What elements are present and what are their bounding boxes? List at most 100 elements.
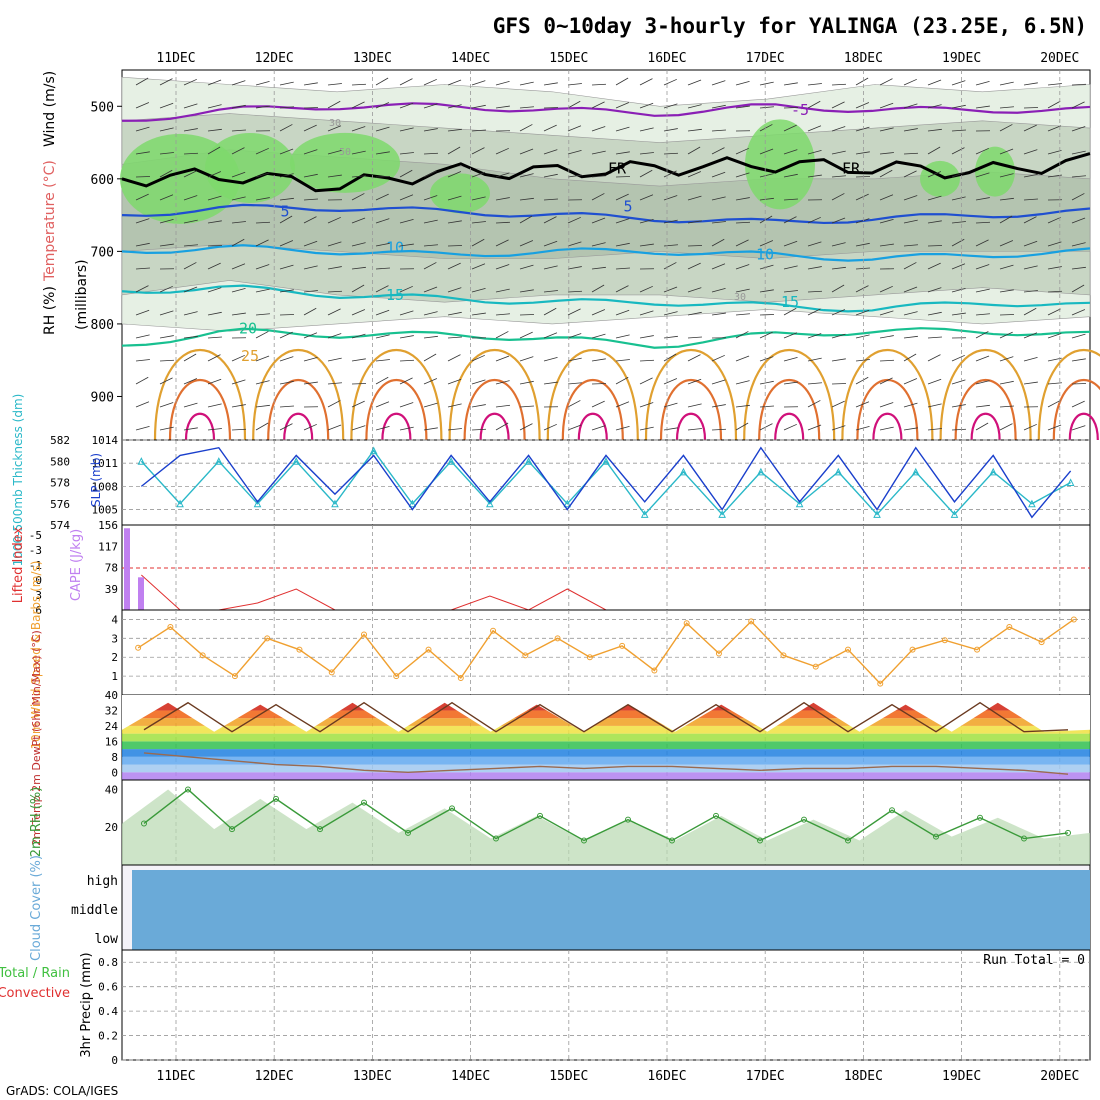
upper-wind-barb	[1023, 356, 1038, 362]
pressure-tick-label: 700	[91, 245, 114, 260]
pressure-tick-label: 900	[91, 390, 114, 405]
upper-wind-barb	[207, 287, 222, 293]
upper-wind-barb	[207, 146, 221, 155]
upper-wind-barb	[687, 146, 701, 155]
upper-wind-barb	[1047, 333, 1062, 339]
upper-wind-barb	[639, 78, 653, 86]
rh2m-series-marker	[625, 816, 631, 823]
rh2m-series-marker	[977, 814, 983, 821]
upper-wind-barb	[615, 242, 630, 247]
upper-wind-barb	[567, 333, 582, 339]
upper-wind-barb	[807, 266, 822, 270]
rh2m-series-line	[143, 788, 1069, 842]
upper-wind-barb	[495, 172, 510, 178]
rh2m-ylabel: 2m RH (%)	[29, 787, 44, 858]
upper-wind-barb	[255, 422, 269, 431]
contour-label-5: 10	[386, 239, 404, 257]
rh2m-series-marker	[229, 826, 235, 833]
upper-wind-barb	[279, 148, 294, 155]
upper-wind-barb	[687, 104, 702, 109]
surface-isotherm-arch-9-1	[1052, 379, 1100, 441]
upper-wind-barb	[927, 378, 942, 385]
cape-tick-label: 117	[98, 540, 118, 553]
upper-wind-barb	[855, 77, 869, 86]
upper-wind-barb	[519, 356, 534, 362]
rh2m-area	[122, 789, 1090, 865]
upper-wind-barb	[615, 425, 630, 431]
thickness-tick-label: 580	[50, 455, 70, 468]
upper-wind-barb	[615, 193, 629, 201]
upper-wind-barb	[1047, 382, 1062, 385]
upper-wind-barb	[855, 309, 870, 316]
upper-wind-barb	[207, 428, 222, 431]
upper-wind-barb	[135, 401, 150, 408]
upper-wind-barb	[783, 356, 798, 362]
upper-wind-barb	[975, 80, 990, 86]
upper-wind-barb	[903, 402, 918, 408]
upper-wind-barb	[831, 126, 846, 132]
upper-wind-barb	[543, 82, 558, 86]
surface-isotherm-arch-3-2	[479, 412, 510, 441]
upper-wind-barb	[591, 400, 605, 408]
upper-wind-barb	[423, 402, 438, 408]
upper-wind-barb	[1071, 242, 1086, 247]
thickness-series-marker	[1028, 499, 1036, 508]
upper-wind-barb	[207, 195, 222, 201]
bottom-day-label: 11DEC	[156, 1069, 195, 1084]
upper-wind-barb	[471, 147, 485, 155]
surface-isotherm-arch-4-0	[546, 349, 639, 441]
upper-wind-barb	[183, 335, 198, 339]
upper-wind-barb	[567, 174, 582, 178]
upper-wind-barb	[567, 308, 581, 316]
contour-label-8: 15	[781, 293, 799, 311]
upper-wind-barb	[159, 426, 174, 431]
upper-wind-barb	[351, 333, 366, 339]
lifted-tick-label: 0	[35, 574, 42, 587]
upper-wind-barb	[615, 151, 630, 155]
upper-wind-barb	[927, 171, 942, 178]
top-day-label: 17DEC	[746, 51, 785, 66]
grads-footer: GrADS: COLA/IGES	[6, 1084, 118, 1098]
upper-wind-barb	[1071, 425, 1086, 431]
wind10-series-marker	[264, 635, 271, 642]
upper-wind-barb	[687, 311, 702, 316]
upper-wind-barb	[423, 78, 437, 86]
upper-wind-barb	[591, 358, 606, 362]
upper-wind-barb	[687, 428, 702, 431]
upper-wind-barb	[951, 312, 966, 316]
upper-ylabel-unit: (millibars)	[74, 259, 90, 330]
upper-wind-barb	[783, 265, 798, 270]
rh2m-series-marker	[361, 799, 367, 806]
upper-wind-barb	[735, 105, 750, 109]
upper-wind-barb	[855, 376, 869, 385]
upper-wind-barb	[183, 262, 197, 270]
upper-wind-barb	[831, 284, 845, 293]
upper-wind-barb	[399, 102, 414, 109]
upper-wind-barb	[279, 106, 294, 109]
surface-isotherm-arch-7-2	[872, 412, 903, 441]
bottom-day-label: 14DEC	[451, 1069, 490, 1084]
upper-wind-barb	[471, 404, 486, 408]
upper-wind-barb	[711, 80, 726, 86]
upper-wind-barb	[543, 356, 558, 362]
upper-wind-barb	[615, 218, 630, 224]
upper-wind-barb	[879, 335, 894, 339]
upper-wind-barb	[879, 127, 894, 132]
isotherm-10	[121, 244, 1091, 262]
upper-wind-barb	[975, 172, 990, 178]
slp-series-line	[140, 446, 1072, 519]
upper-wind-barb	[279, 215, 293, 224]
cape-tick-label: 78	[105, 562, 118, 575]
upper-wind-barb	[207, 354, 221, 362]
upper-wind-barb	[759, 423, 773, 431]
upper-wind-barb	[231, 129, 246, 132]
upper-wind-barb	[471, 221, 486, 224]
bottom-day-label: 12DEC	[255, 1069, 294, 1084]
thickness-tick-label: 574	[50, 519, 70, 532]
surface-panels: 57457657858058210051008101110141000-500m…	[0, 394, 1091, 1067]
upper-wind-barb	[831, 83, 847, 86]
upper-wind-barb	[279, 331, 293, 339]
lifted-ylabel: Lifted Index	[11, 526, 26, 603]
wind10-series-marker	[780, 652, 787, 659]
upper-wind-barb	[1047, 216, 1061, 224]
